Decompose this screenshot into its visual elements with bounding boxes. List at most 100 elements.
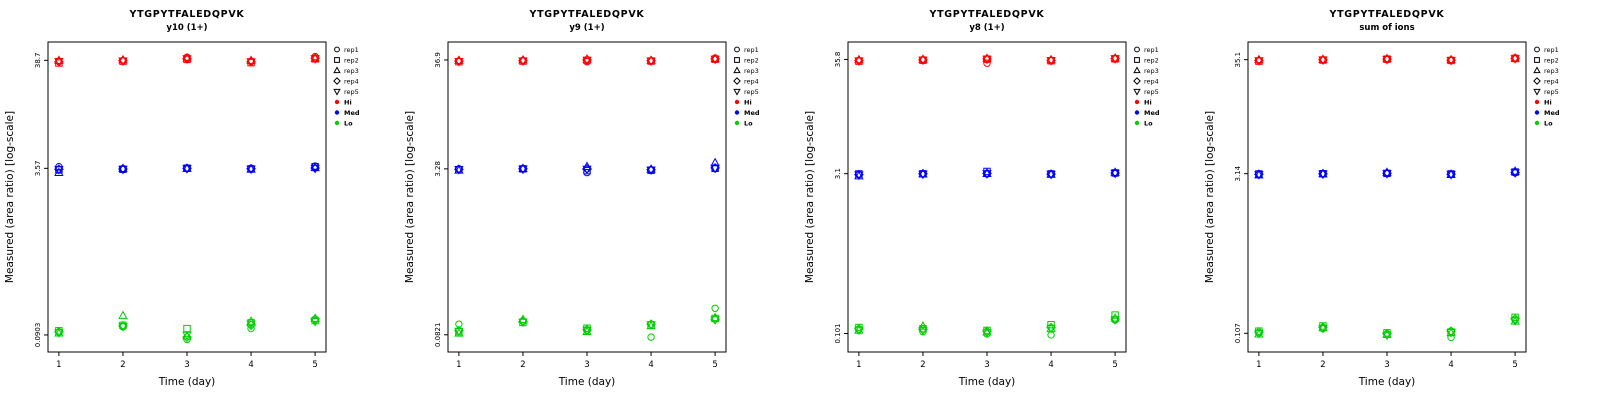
data-point-Lo-rep2-day5 [1111, 311, 1119, 319]
x-tick-label: 5 [1112, 360, 1117, 370]
data-point-Med-rep3-day5 [1110, 167, 1120, 176]
data-point-Hi-rep5-day3 [982, 55, 992, 65]
diamond-legend-icon [1533, 77, 1541, 85]
x-tick-label: 4 [248, 360, 253, 370]
chart-title: YTGPYTFALEDQPVK [1329, 9, 1445, 20]
chart-svg: YTGPYTFALEDQPVK y10 (1+) 38.7 3.57 0.0903 1 2 3… [4, 9, 360, 388]
legend-label-rep5: rep5 [1544, 88, 1559, 96]
data-point-Hi-rep5-day1 [854, 57, 864, 66]
data-point-Hi-rep5-day3 [1382, 55, 1392, 65]
data-point-Lo-rep5-day3 [182, 331, 192, 341]
data-point-Med-rep3-day2 [118, 163, 128, 172]
data-point-Lo-rep5-day5 [1510, 317, 1520, 326]
chart-title: YTGPYTFALEDQPVK [129, 9, 245, 20]
data-point-Lo-rep3-day2 [118, 310, 128, 320]
data-point-Hi-rep3-day3 [182, 53, 192, 62]
chart-subtitle: y10 (1+) [166, 23, 207, 33]
plot-box [447, 41, 727, 353]
data-point-Hi-rep5-day3 [182, 55, 192, 64]
data-point-Med-rep5-day5 [710, 164, 720, 174]
data-point-Lo-rep5-day2 [518, 318, 528, 328]
x-tick-label: 3 [984, 360, 989, 370]
dot-legend-icon-Med [334, 110, 340, 115]
data-point-Hi-rep3-day2 [118, 54, 128, 64]
legend-label-rep3: rep3 [744, 67, 759, 75]
data-point-Hi-rep3-day2 [918, 54, 928, 63]
data-point-Lo-rep3-day2 [918, 321, 928, 330]
triangle-down-legend-icon [1533, 88, 1541, 96]
data-point-Med-rep5-day4 [646, 166, 656, 176]
chart-panel-y9: YTGPYTFALEDQPVK y9 (1+) 36.9 3.28 0.0821 1 2 3 4… [400, 0, 800, 400]
data-point-Lo-rep5-day1 [454, 327, 464, 337]
data-point-Lo-rep5-day4 [1046, 324, 1056, 334]
legend-label-rep1: rep1 [744, 46, 759, 54]
data-point-Hi-rep3-day2 [518, 54, 528, 64]
diamond-legend-icon [333, 77, 341, 85]
legend-label-Lo: Lo [1144, 120, 1153, 128]
legend-label-rep3: rep3 [1544, 67, 1559, 75]
data-point-Hi-rep5-day5 [1110, 55, 1120, 64]
data-point-Hi-rep5-day4 [646, 57, 656, 67]
legend-label-rep4: rep4 [744, 78, 759, 86]
x-tick-label: 5 [312, 360, 317, 370]
legend-label-rep1: rep1 [1144, 46, 1159, 54]
chart-panel-y10: YTGPYTFALEDQPVK y10 (1+) 38.7 3.57 0.0903 1 2 3… [0, 0, 400, 400]
y-axis-title: Measured (area ratio) [log-scale] [4, 111, 16, 283]
y-tick-label: 0.107 [1234, 323, 1242, 343]
chart-subtitle: sum of ions [1359, 23, 1414, 33]
data-point-Med-rep5-day3 [182, 165, 192, 174]
legend-label-Lo: Lo [1544, 120, 1553, 128]
data-point-Med-rep3-day3 [182, 163, 192, 172]
x-tick-label: 2 [1320, 360, 1325, 370]
x-tick-label: 5 [712, 360, 717, 370]
circle-legend-icon [1134, 46, 1140, 53]
data-point-Lo-rep5-day3 [982, 329, 992, 338]
data-point-Hi-rep3-day1 [854, 54, 864, 64]
legend-label-Med: Med [1544, 109, 1560, 117]
data-point-Med-rep3-day4 [1046, 169, 1056, 178]
dot-legend-icon-Med [1134, 110, 1140, 115]
plot-box [1247, 41, 1527, 353]
data-point-Lo-rep1-day4 [1447, 333, 1455, 342]
x-tick-label: 3 [1384, 360, 1389, 370]
legend-label-rep4: rep4 [1544, 78, 1559, 86]
legend-label-rep1: rep1 [1544, 46, 1559, 54]
data-point-Lo-rep5-day2 [918, 327, 928, 336]
triangle-down-legend-icon [333, 88, 341, 96]
data-point-Med-rep3-day4 [646, 164, 656, 173]
data-point-Hi-rep5-day3 [582, 56, 592, 66]
legend: rep1 rep2 rep3 rep4 rep5 Hi Med Lo [333, 46, 360, 128]
dot-legend-icon-Hi [334, 99, 340, 105]
data-point-Hi-rep3-day1 [454, 55, 464, 64]
legend-label-Hi: Hi [744, 99, 752, 107]
data-point-Hi-rep5-day2 [518, 57, 528, 67]
data-point-Lo-rep4-day3 [182, 332, 192, 343]
legend-label-Lo: Lo [744, 120, 753, 128]
diamond-legend-icon [1133, 77, 1141, 85]
dot-legend-icon-Lo [1534, 120, 1540, 126]
data-point-Med-rep5-day2 [518, 165, 528, 175]
legend-label-rep3: rep3 [344, 67, 359, 75]
triangle-up-legend-icon [1533, 66, 1541, 74]
chart-title: YTGPYTFALEDQPVK [529, 9, 645, 20]
data-point-Med-rep3-day2 [518, 163, 528, 172]
data-point-Hi-rep3-day1 [1254, 54, 1264, 64]
data-point-Med-rep5-day5 [1510, 169, 1520, 178]
data-point-Med-rep3-day2 [918, 168, 928, 178]
data-point-Hi-rep2-day3 [1383, 55, 1391, 63]
x-tick-label: 1 [56, 360, 61, 370]
triangle-up-legend-icon [333, 66, 341, 74]
chart-panel-y8: YTGPYTFALEDQPVK y8 (1+) 35.8 3.1 0.101 1 2 3 4 5 M… [800, 0, 1200, 400]
triangle-down-legend-icon [733, 88, 741, 96]
legend-label-Lo: Lo [344, 120, 353, 128]
diamond-legend-icon [733, 77, 741, 85]
data-point-Hi-rep5-day4 [1046, 56, 1056, 66]
data-point-Med-rep5-day4 [1046, 170, 1056, 180]
data-point-Hi-rep3-day5 [310, 53, 320, 62]
chart-title: YTGPYTFALEDQPVK [929, 9, 1045, 20]
x-axis-title: Time (day) [558, 376, 616, 388]
plot-box [847, 41, 1127, 353]
triangle-down-legend-icon [1133, 88, 1141, 96]
data-point-Lo-rep5-day3 [1382, 331, 1392, 341]
y-axis-title: Measured (area ratio) [log-scale] [804, 111, 816, 283]
